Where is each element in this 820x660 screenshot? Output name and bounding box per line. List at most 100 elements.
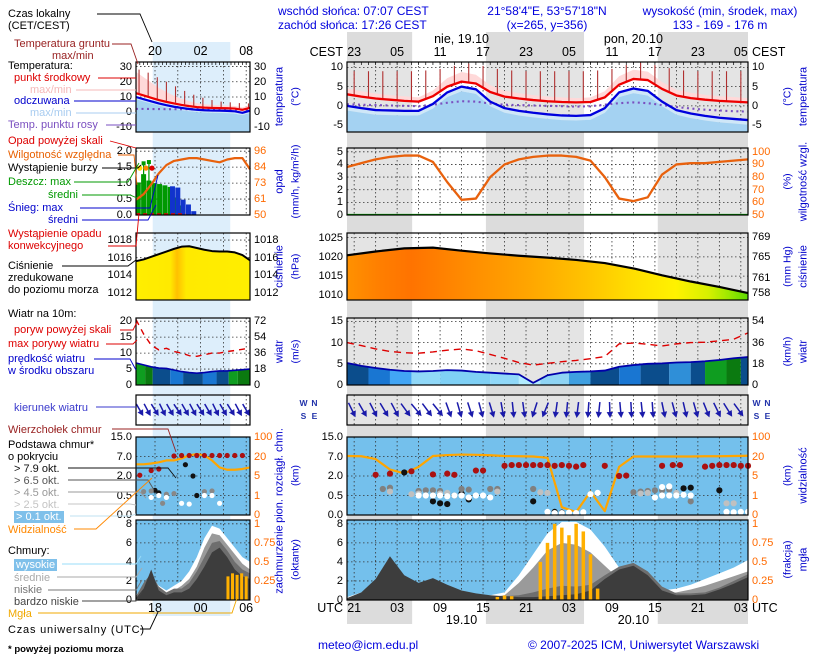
wind-direction-arrows [135,403,250,417]
axis-unit-utc: UTC [317,601,343,615]
svg-text:E: E [765,411,771,421]
ytick-left: 3 [336,171,343,184]
legend-item: do poziomu morza [8,284,99,296]
ytick-right: 90 [752,158,765,171]
legend-item: Temp. punktu rosy [8,119,98,131]
ytick-right: 10 [752,61,765,74]
ytick-left: 2.0 [116,470,132,482]
legend-item: poryw powyżej skali [14,324,112,336]
ytick-right: 0 [752,99,759,112]
grid-point-text: (x=265, y=356) [506,18,588,32]
ytick-right: -5 [752,119,762,132]
ytick-left: 7.0 [116,450,132,463]
legend-item: max/min [30,84,72,96]
legend-item: Chmury: [8,545,50,557]
svg-text:N: N [311,398,317,408]
panel-main-clouds [346,436,752,517]
axis-unit-cest: CEST [752,45,786,59]
axis-tick-bottom: 15 [647,601,662,615]
ytick-right: 20 [752,450,765,463]
wind-direction-arrows [347,401,744,418]
ytick-left: 0 [125,379,132,391]
axis-title-vertical: (km/h) [781,336,794,366]
legend-item: Mgła [8,608,32,620]
ytick-left: 0.0 [327,509,343,521]
ground-temp-whiskers [353,62,742,103]
axis-title-vertical: (m/s) [289,339,302,363]
ytick-left: 15 [330,315,343,328]
ytick-right: 5 [752,470,759,482]
ytick-right: 61 [254,193,267,206]
legend-item: Czas lokalny [8,8,71,20]
legend-item: Deszcz: max [8,176,71,188]
panel-mini-clouds [135,436,251,516]
legend-item: Śnieg: max [8,202,64,214]
ytick-left: -10 [116,121,132,134]
axis-tick-bottom: 06 [239,601,254,615]
legend-item: Wystąpienie burzy [8,162,98,174]
axis-tick-top: 11 [433,45,447,59]
axis-unit-cest: CEST [309,45,343,59]
legend-item: Widzialność [8,524,67,536]
panel-mini-dir [135,394,251,426]
ytick-left: 1025 [318,231,343,244]
ytick-right: 5 [752,80,759,93]
axis-title-vertical: (oktanty) [289,539,302,580]
legend-item: punkt środkowy [14,72,91,84]
legend-item: prędkość wiatru [8,353,86,365]
ytick-left: 6 [125,536,132,549]
axis-title-vertical: mgła [797,547,810,572]
legend-item: * powyżej poziomu morza [8,644,124,655]
axis-tick-top: 17 [476,45,490,59]
legend-item: Wystąpienie opadu [8,228,102,240]
panel-main-precip [346,147,749,216]
axis-tick-top: 05 [562,45,576,59]
ytick-right: 54 [254,331,267,344]
ytick-left: 1014 [107,269,132,282]
ytick-right: 1018 [254,234,279,247]
ytick-left: 1 [336,196,343,209]
ytick-left: 4 [336,555,343,568]
ytick-right: 60 [752,196,765,209]
ytick-left: 0 [125,106,132,119]
ytick-right: 36 [752,336,765,349]
legend-item: > 2.5 okt. [14,499,60,511]
ytick-right: 0.5 [254,555,270,568]
legend-item: > 7.9 okt. [14,463,60,475]
altitude-label: wysokość (min, środek, max) [642,4,798,18]
axis-tick-bottom: 03 [733,601,748,615]
ytick-right: 0 [752,509,759,521]
cloud-dots [149,165,155,171]
ytick-left: 2.0 [327,470,343,482]
ytick-right: 0.5 [752,555,768,568]
ytick-right: 758 [752,287,771,300]
ytick-left: 10 [330,336,343,349]
svg-text:S: S [301,411,307,421]
axis-title-vertical: wiatr [273,339,286,363]
legend-item: Podstawa chmur* [8,439,95,451]
ytick-left: 5 [336,357,343,370]
ytick-left: 0.5 [116,489,132,502]
ytick-right: 96 [254,145,267,158]
svg-text:E: E [312,411,318,421]
ytick-right: 100 [254,431,273,443]
legend-item: Temperatura gruntu [14,38,110,50]
ytick-right: 1014 [254,269,279,282]
bars [169,186,197,215]
legend-item: Wilgotność względna [8,149,112,161]
ytick-right: 1 [752,517,759,530]
axis-tick-top: 08 [239,44,254,58]
legend-item: Opad powyżej skali [8,135,103,147]
ytick-left: 10 [330,61,343,74]
svg-text:N: N [764,398,770,408]
legend-item: (CET/CEST) [8,20,70,32]
ytick-right: 5 [254,470,261,482]
axis-tick-bottom: 21 [347,601,362,615]
ytick-left: 8 [336,517,343,530]
footer-email-link[interactable]: meteo@icm.edu.pl [318,638,419,652]
legend-item: Czas uniwersalny (UTC) [8,624,145,636]
ytick-left: 5 [336,80,343,93]
ytick-right: 50 [254,209,267,221]
